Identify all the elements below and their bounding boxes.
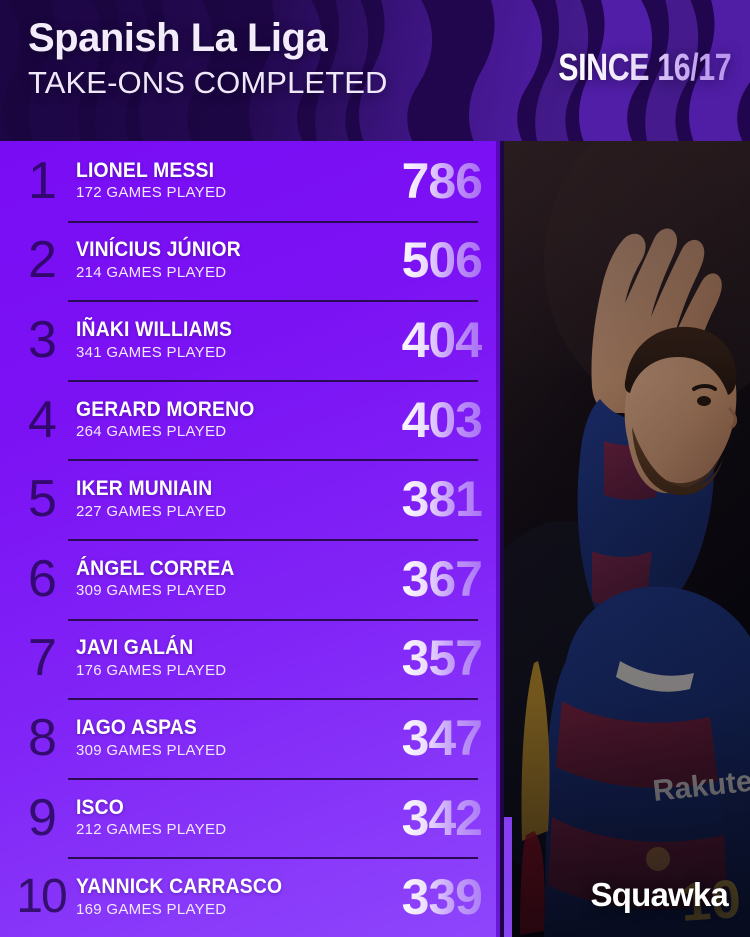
stat-value: 786 — [401, 152, 483, 209]
table-row[interactable]: 2 VINÍCIUS JÚNIOR 214 GAMES PLAYED 506 — [0, 220, 500, 301]
player-name: IKER MUNIAIN — [76, 477, 213, 501]
games-played-label: 176 GAMES PLAYED — [76, 661, 227, 679]
player-info: JAVI GALÁN 176 GAMES PLAYED — [76, 637, 226, 679]
stat-value: 357 — [401, 630, 483, 687]
row-divider — [68, 379, 478, 382]
player-name: VINÍCIUS JÚNIOR — [76, 238, 241, 262]
games-played-label: 214 GAMES PLAYED — [76, 263, 227, 281]
games-played-label: 341 GAMES PLAYED — [76, 343, 227, 361]
row-divider — [68, 698, 478, 701]
player-photo: Rakuten 10 — [504, 141, 750, 937]
header-overlay-gradient — [0, 0, 750, 141]
header-title-group: Spanish La Liga TAKE-ONS COMPLETED — [28, 16, 498, 100]
games-played-label: 172 GAMES PLAYED — [76, 184, 227, 202]
player-info: YANNICK CARRASCO 169 GAMES PLAYED — [76, 875, 300, 918]
rank-number: 5 — [28, 470, 57, 529]
panel-right-edge — [496, 141, 500, 937]
table-row[interactable]: 10 YANNICK CARRASCO 169 GAMES PLAYED 339 — [0, 857, 500, 937]
player-name: ISCO — [76, 795, 124, 819]
stat-value: 381 — [401, 471, 483, 528]
stat-value: 339 — [401, 869, 483, 926]
table-row[interactable]: 5 IKER MUNIAIN 227 GAMES PLAYED 381 — [0, 459, 500, 539]
photo-vignette — [504, 141, 750, 937]
row-divider — [68, 538, 478, 541]
player-name: GERARD MORENO — [76, 397, 255, 421]
row-divider — [68, 777, 478, 780]
row-divider — [68, 300, 478, 303]
table-row[interactable]: 1 LIONEL MESSI 172 GAMES PLAYED 786 — [0, 141, 500, 221]
games-played-label: 212 GAMES PLAYED — [76, 821, 227, 839]
player-name: ÁNGEL CORREA — [76, 556, 235, 580]
player-name: IÑAKI WILLIAMS — [76, 317, 233, 341]
player-info: IÑAKI WILLIAMS 341 GAMES PLAYED — [76, 317, 246, 361]
table-row[interactable]: 6 ÁNGEL CORREA 309 GAMES PLAYED 367 — [0, 538, 500, 619]
player-info: LIONEL MESSI 172 GAMES PLAYED — [76, 158, 227, 202]
panel-bottom-strip — [504, 817, 512, 937]
player-name: LIONEL MESSI — [76, 158, 215, 182]
header-banner: Spanish La Liga TAKE-ONS COMPLETED SINCE… — [0, 0, 750, 141]
page-subtitle: TAKE-ONS COMPLETED — [28, 64, 388, 100]
table-row[interactable]: 9 ISCO 212 GAMES PLAYED 342 — [0, 777, 500, 858]
player-name: JAVI GALÁN — [76, 636, 194, 660]
player-name: IAGO ASPAS — [76, 715, 198, 739]
player-info: ISCO 212 GAMES PLAYED — [76, 796, 226, 838]
row-divider — [68, 618, 478, 621]
ranking-rows: 1 LIONEL MESSI 172 GAMES PLAYED 786 2 VINÍCIU… — [0, 141, 500, 937]
rank-number: 8 — [28, 708, 57, 767]
rank-number: 2 — [28, 231, 57, 290]
rank-number: 7 — [28, 629, 57, 688]
games-played-label: 227 GAMES PLAYED — [76, 502, 227, 520]
stat-value: 506 — [401, 232, 483, 289]
games-played-label: 264 GAMES PLAYED — [76, 423, 227, 441]
games-played-label: 169 GAMES PLAYED — [76, 900, 227, 918]
rank-number: 9 — [28, 788, 57, 847]
player-info: ÁNGEL CORREA 309 GAMES PLAYED — [76, 556, 248, 600]
stat-value: 403 — [401, 391, 483, 448]
player-name: YANNICK CARRASCO — [76, 875, 283, 899]
row-divider — [68, 220, 478, 223]
table-row[interactable]: 3 IÑAKI WILLIAMS 341 GAMES PLAYED 404 — [0, 300, 500, 380]
page-title: Spanish La Liga — [28, 16, 328, 60]
player-info: VINÍCIUS JÚNIOR 214 GAMES PLAYED — [76, 239, 255, 281]
table-row[interactable]: 4 GERARD MORENO 264 GAMES PLAYED 403 — [0, 379, 500, 460]
table-row[interactable]: 7 JAVI GALÁN 176 GAMES PLAYED 357 — [0, 618, 500, 699]
stat-value: 367 — [401, 550, 483, 607]
ranking-list: 1 LIONEL MESSI 172 GAMES PLAYED 786 2 VINÍCIU… — [0, 141, 500, 937]
squawka-logo: Squawka — [590, 876, 729, 913]
games-played-label: 309 GAMES PLAYED — [76, 741, 227, 759]
rank-number: 1 — [28, 151, 57, 210]
row-divider — [68, 857, 478, 860]
player-info: GERARD MORENO 264 GAMES PLAYED — [76, 398, 270, 440]
rank-number: 6 — [28, 549, 57, 608]
stat-value: 342 — [401, 789, 483, 846]
since-badge: SINCE 16/17 — [557, 47, 731, 89]
player-info: IAGO ASPAS 309 GAMES PLAYED — [76, 715, 227, 759]
table-row[interactable]: 8 IAGO ASPAS 309 GAMES PLAYED 347 — [0, 698, 500, 778]
player-info: IKER MUNIAIN 227 GAMES PLAYED — [76, 477, 227, 520]
games-played-label: 309 GAMES PLAYED — [76, 582, 227, 600]
row-divider — [68, 459, 478, 462]
rank-number: 4 — [28, 390, 57, 449]
stat-value: 347 — [401, 709, 483, 766]
rank-number: 3 — [28, 310, 57, 369]
rank-number: 10 — [16, 870, 67, 924]
stat-value: 404 — [401, 311, 483, 368]
